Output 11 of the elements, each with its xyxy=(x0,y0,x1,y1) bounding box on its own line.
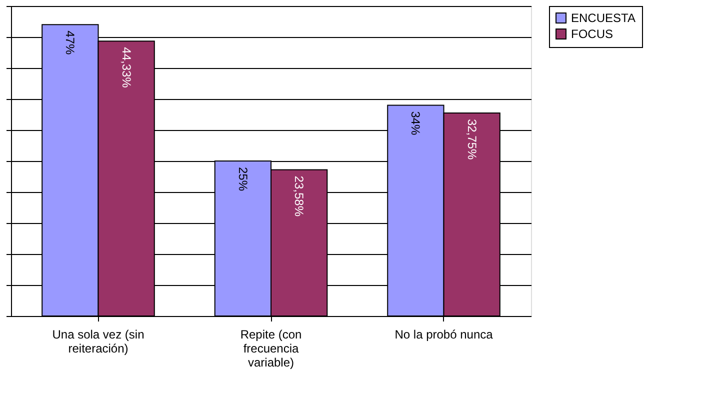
data-label: 32,75% xyxy=(464,118,479,160)
data-label: 47% xyxy=(63,30,78,55)
x-tick-label: Repite (con frecuencia variable) xyxy=(240,328,302,370)
data-label: 23,58% xyxy=(292,176,306,217)
data-label: 34% xyxy=(408,111,423,136)
data-label: 25% xyxy=(236,167,250,192)
legend-label: FOCUS xyxy=(571,27,613,41)
x-tick-label: No la probó nunca xyxy=(394,328,494,342)
x-tick-label: Una sola vez (sin reiteración) xyxy=(52,328,144,356)
legend-label: ENCUESTA xyxy=(571,11,636,25)
data-label: 44,33% xyxy=(119,47,134,88)
